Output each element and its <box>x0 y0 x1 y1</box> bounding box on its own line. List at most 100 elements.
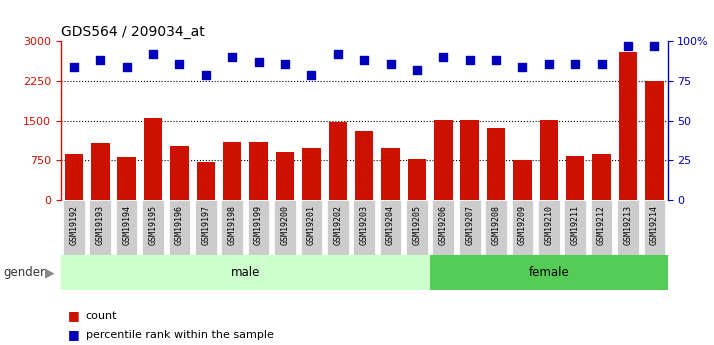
Bar <box>645 81 663 200</box>
Point <box>226 55 238 60</box>
Text: percentile rank within the sample: percentile rank within the sample <box>86 330 273 339</box>
Bar <box>459 200 481 290</box>
Bar <box>566 156 585 200</box>
Text: GSM19199: GSM19199 <box>254 205 263 245</box>
Text: GSM19196: GSM19196 <box>175 205 184 245</box>
Text: GSM19203: GSM19203 <box>360 205 368 245</box>
Point <box>68 64 79 70</box>
Text: gender: gender <box>4 266 46 279</box>
Text: GSM19214: GSM19214 <box>650 205 659 245</box>
Text: GSM19201: GSM19201 <box>307 205 316 245</box>
Bar <box>170 146 188 200</box>
Bar <box>61 255 430 290</box>
Bar <box>512 200 533 290</box>
Point <box>649 43 660 49</box>
Bar <box>276 152 294 200</box>
Bar <box>406 200 428 290</box>
Point <box>385 61 396 66</box>
Text: GSM19208: GSM19208 <box>491 205 501 245</box>
Bar <box>328 122 347 200</box>
Point <box>121 64 132 70</box>
Bar <box>434 120 453 200</box>
Text: GSM19197: GSM19197 <box>201 205 211 245</box>
Point <box>200 72 211 78</box>
Bar <box>353 200 375 290</box>
Bar <box>89 200 111 290</box>
Bar <box>380 200 401 290</box>
Text: GSM19194: GSM19194 <box>122 205 131 245</box>
Text: GSM19212: GSM19212 <box>597 205 606 245</box>
Text: GSM19205: GSM19205 <box>413 205 421 245</box>
Point <box>570 61 581 66</box>
Bar <box>430 255 668 290</box>
Text: GSM19193: GSM19193 <box>96 205 105 245</box>
Bar <box>301 200 322 290</box>
Point <box>94 58 106 63</box>
Point <box>623 43 634 49</box>
Bar <box>327 200 348 290</box>
Text: ▶: ▶ <box>45 266 54 279</box>
Bar <box>249 142 268 200</box>
Text: GSM19202: GSM19202 <box>333 205 342 245</box>
Point <box>596 61 608 66</box>
Bar <box>513 160 532 200</box>
Text: ■: ■ <box>68 328 79 341</box>
Text: GSM19210: GSM19210 <box>544 205 553 245</box>
Bar <box>223 142 241 200</box>
Text: GSM19192: GSM19192 <box>69 205 79 245</box>
Bar <box>461 120 479 200</box>
Bar <box>221 200 243 290</box>
Bar <box>274 200 296 290</box>
Bar <box>433 200 454 290</box>
Bar <box>619 52 637 200</box>
Point <box>438 55 449 60</box>
Bar <box>302 148 321 200</box>
Bar <box>487 128 506 200</box>
Bar <box>408 159 426 200</box>
Text: GSM19207: GSM19207 <box>466 205 474 245</box>
Bar <box>538 200 560 290</box>
Bar <box>65 154 83 200</box>
Bar <box>248 200 269 290</box>
Bar <box>116 200 138 290</box>
Bar <box>196 162 215 200</box>
Bar <box>91 144 109 200</box>
Text: GSM19200: GSM19200 <box>281 205 289 245</box>
Point <box>358 58 370 63</box>
Text: GSM19209: GSM19209 <box>518 205 527 245</box>
Text: GSM19198: GSM19198 <box>228 205 237 245</box>
Text: GSM19213: GSM19213 <box>623 205 633 245</box>
Bar <box>643 200 665 290</box>
Text: ■: ■ <box>68 309 79 322</box>
Point <box>174 61 185 66</box>
Text: GSM19211: GSM19211 <box>570 205 580 245</box>
Bar <box>540 120 558 200</box>
Text: GDS564 / 209034_at: GDS564 / 209034_at <box>61 25 204 39</box>
Bar <box>117 157 136 200</box>
Point <box>253 59 264 65</box>
Text: GSM19204: GSM19204 <box>386 205 395 245</box>
Bar <box>142 200 164 290</box>
Text: male: male <box>231 266 260 279</box>
Point <box>517 64 528 70</box>
Point <box>464 58 476 63</box>
Point <box>411 67 423 73</box>
Text: female: female <box>528 266 569 279</box>
Text: GSM19195: GSM19195 <box>149 205 158 245</box>
Bar <box>565 200 586 290</box>
Bar <box>486 200 507 290</box>
Point <box>147 51 159 57</box>
Bar <box>617 200 639 290</box>
Point <box>306 72 317 78</box>
Bar <box>169 200 190 290</box>
Text: GSM19206: GSM19206 <box>439 205 448 245</box>
Bar <box>593 154 611 200</box>
Bar <box>63 200 85 290</box>
Bar <box>144 118 162 200</box>
Point <box>543 61 555 66</box>
Bar <box>195 200 216 290</box>
Point <box>279 61 291 66</box>
Point <box>491 58 502 63</box>
Bar <box>355 131 373 200</box>
Point <box>332 51 343 57</box>
